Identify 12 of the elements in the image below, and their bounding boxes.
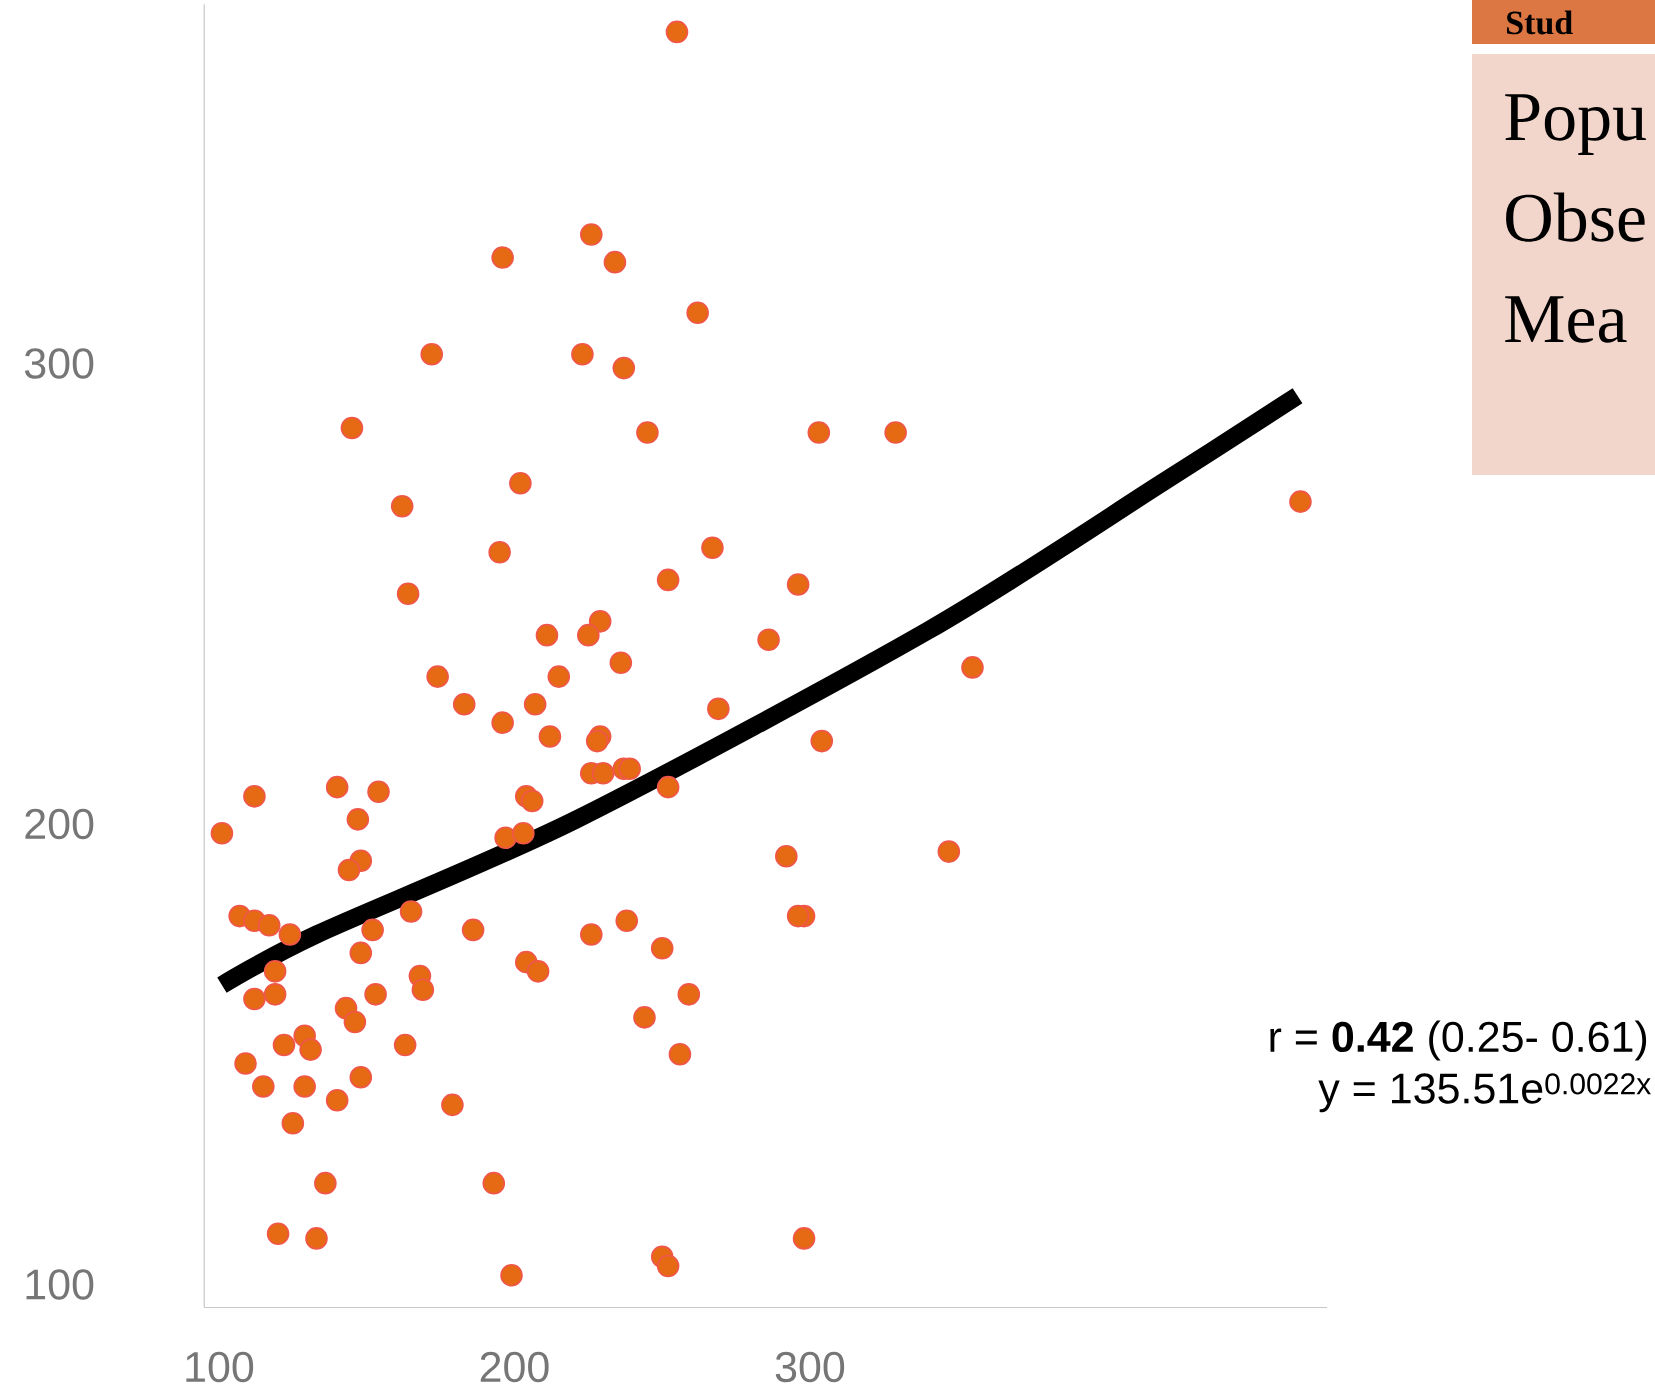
text: Stud [1507, 10, 1573, 35]
x-tick-label: 100 [186, 1351, 254, 1383]
annotation: y = 135.51e$^{0.0022x}$ [1318, 1073, 1651, 1113]
x-tick-label: 300 [775, 1351, 845, 1383]
text: Popu [1505, 94, 1646, 155]
x-tick-label: 200 [480, 1351, 549, 1383]
text: Mea [1505, 296, 1627, 343]
y-tick-label: 200 [25, 808, 94, 840]
annotation: r = 0.42 (0.25- 0.61) [1270, 1020, 1647, 1061]
y-tick-label: 300 [24, 348, 94, 379]
text: Obse [1506, 192, 1645, 242]
y-tick-label: 100 [26, 1269, 94, 1300]
